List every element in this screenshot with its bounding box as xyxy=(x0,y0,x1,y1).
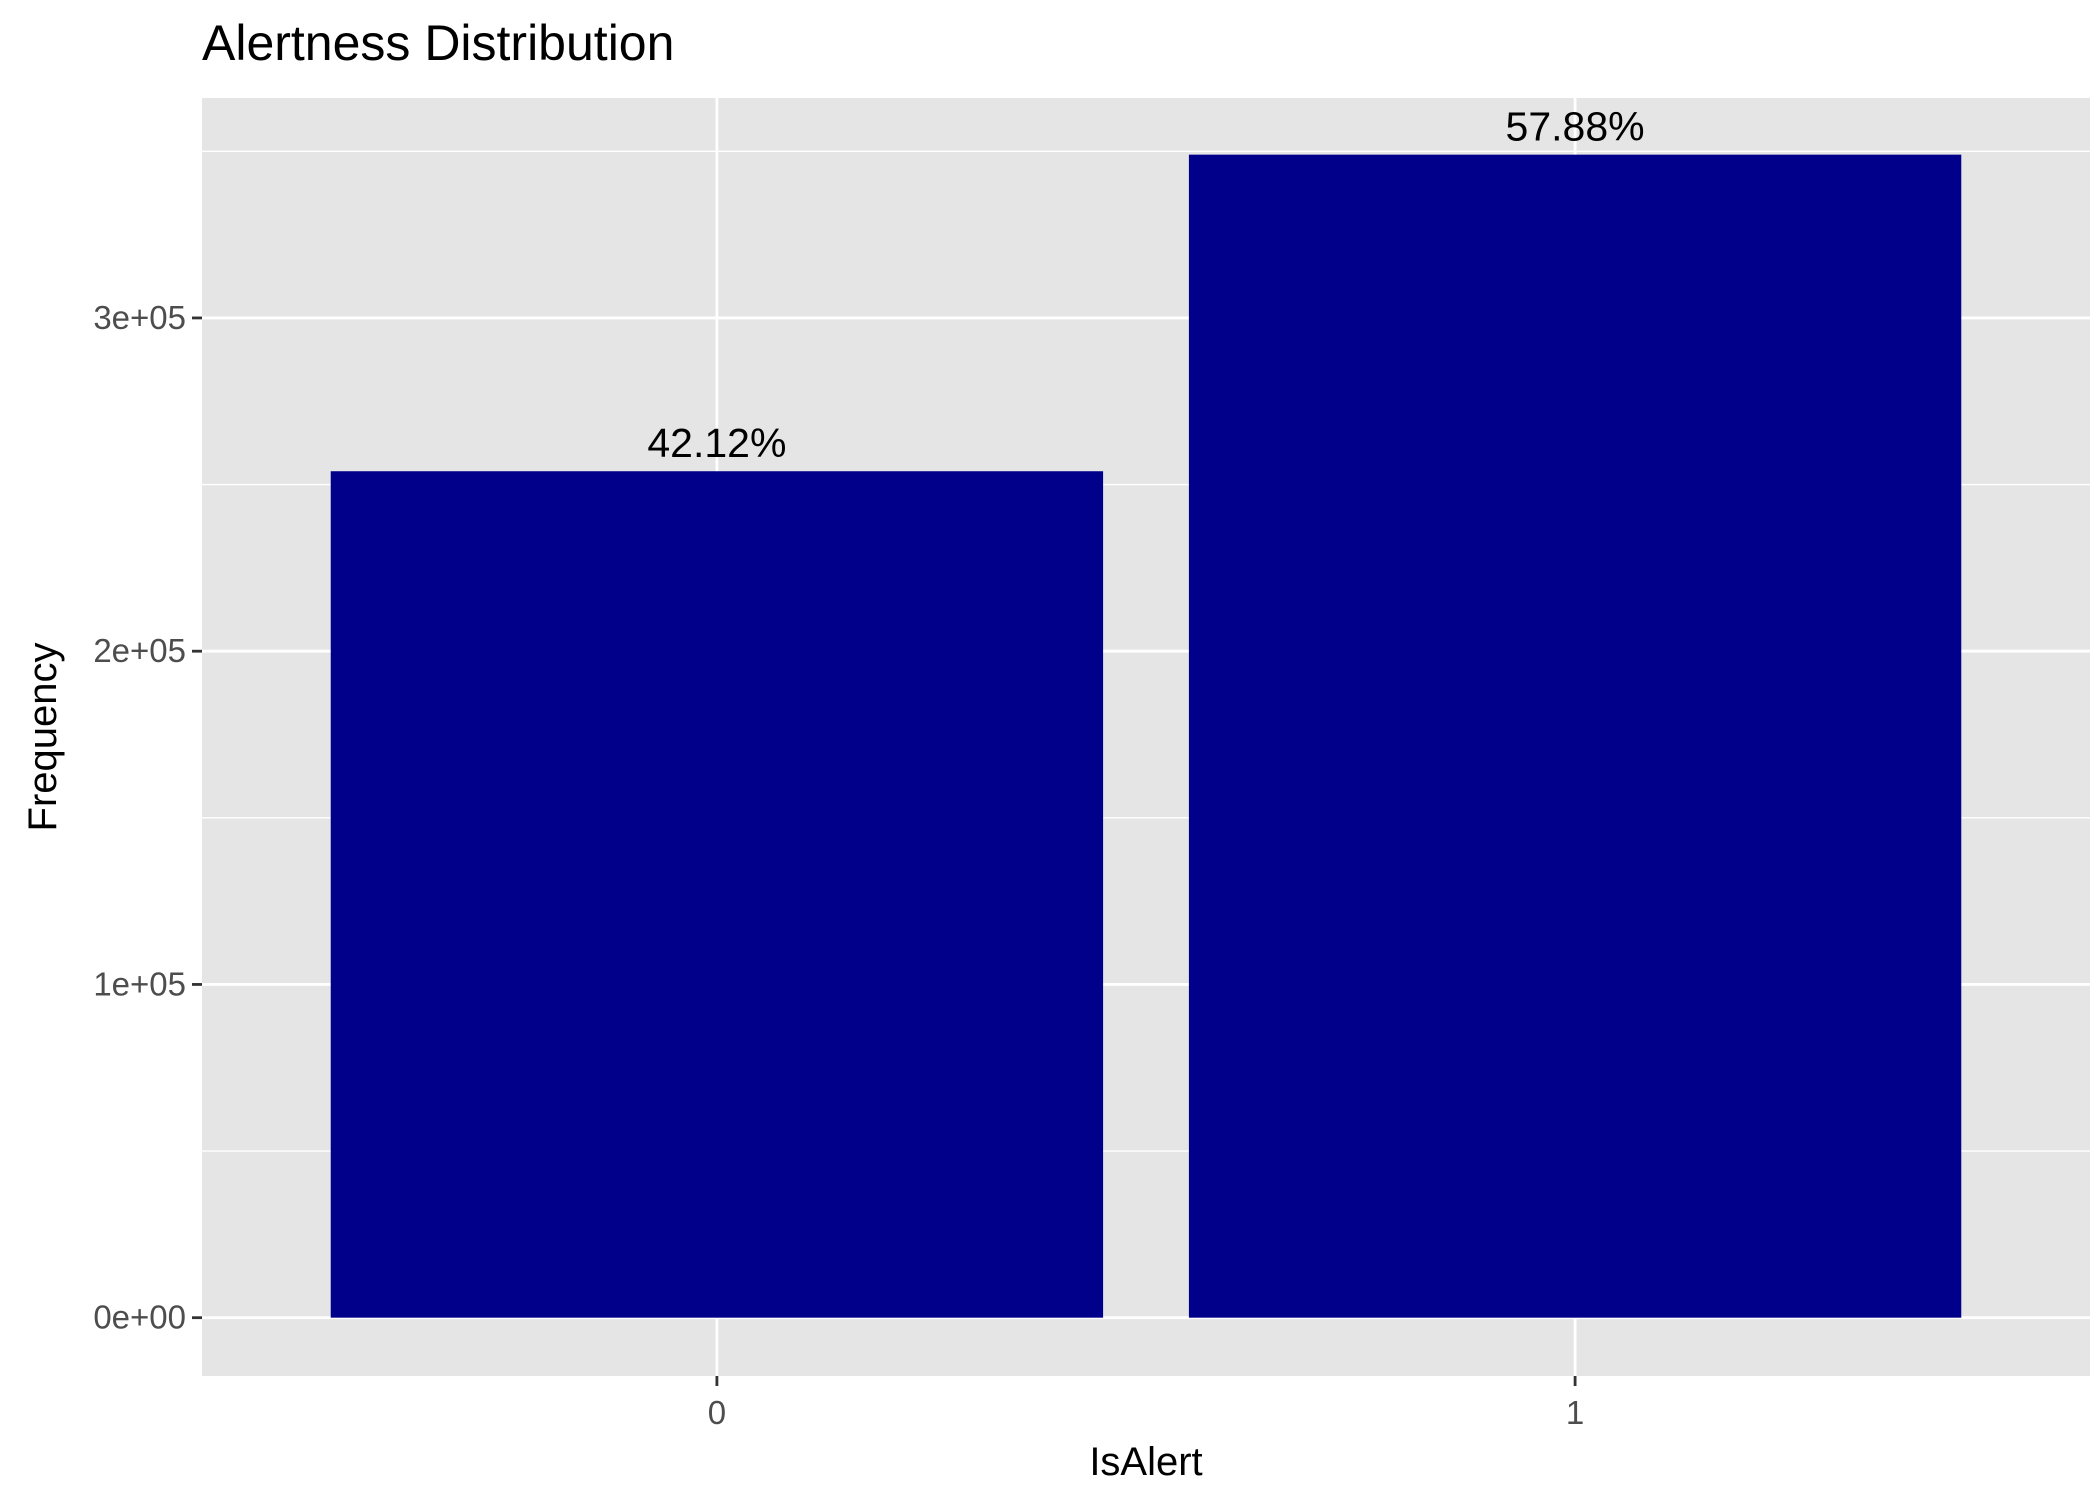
y-tick-label: 3e+05 xyxy=(93,299,186,336)
bar-data-label: 42.12% xyxy=(647,420,786,466)
y-tick-label: 2e+05 xyxy=(93,632,186,669)
x-axis-title: IsAlert xyxy=(1089,1440,1202,1484)
bar xyxy=(330,471,1104,1318)
chart-title: Alertness Distribution xyxy=(202,15,674,71)
data-labels: 42.12% 57.88% xyxy=(647,104,1644,467)
y-axis-title: Frequency xyxy=(21,643,65,832)
y-axis: 0e+00 1e+05 2e+05 3e+05 xyxy=(93,299,202,1336)
x-tick-label: 0 xyxy=(708,1394,726,1431)
y-tick-label: 0e+00 xyxy=(93,1299,186,1336)
x-tick-label: 1 xyxy=(1566,1394,1584,1431)
bar-data-label: 57.88% xyxy=(1506,104,1645,150)
bar xyxy=(1188,154,1962,1318)
bars xyxy=(330,154,1962,1318)
y-tick-label: 1e+05 xyxy=(93,965,186,1002)
